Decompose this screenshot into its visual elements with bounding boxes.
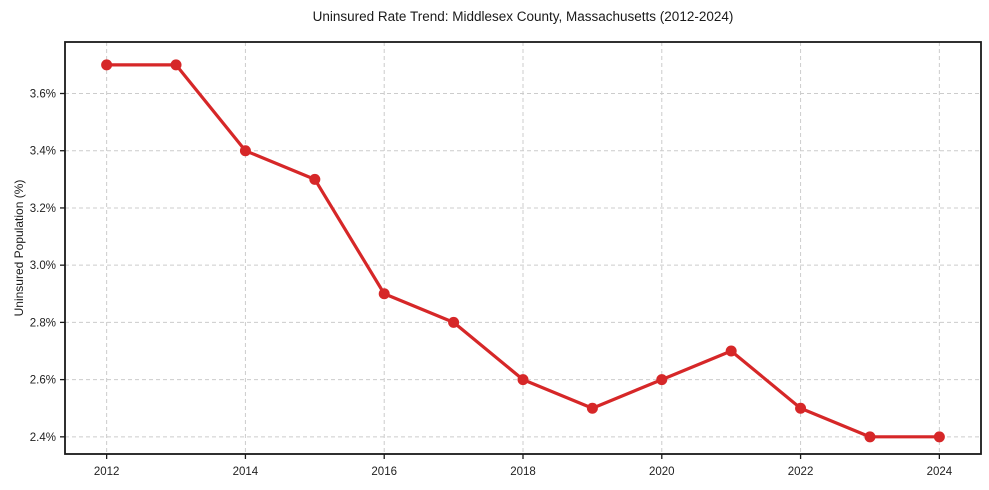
y-tick-label: 3.2% xyxy=(30,203,56,215)
data-point-marker xyxy=(933,431,945,443)
y-tick-label: 3.6% xyxy=(30,89,56,101)
y-tick-label: 2.8% xyxy=(30,317,56,329)
plot-frame xyxy=(64,41,982,455)
y-tick-label: 3.4% xyxy=(30,146,56,158)
data-point-marker xyxy=(101,59,113,71)
y-tick-label: 3.0% xyxy=(30,260,56,272)
x-tick-label: 2024 xyxy=(927,466,953,478)
data-point-marker xyxy=(378,288,390,300)
x-tick-label: 2020 xyxy=(649,466,675,478)
data-point-marker xyxy=(448,316,460,328)
data-point-marker xyxy=(795,402,807,414)
y-tick-label: 2.6% xyxy=(30,375,56,387)
x-tick-label: 2018 xyxy=(510,466,536,478)
data-point-marker xyxy=(656,374,668,386)
y-tick-label: 2.4% xyxy=(30,432,56,444)
data-point-marker xyxy=(517,374,529,386)
data-point-marker xyxy=(725,345,737,357)
x-tick-label: 2012 xyxy=(94,466,120,478)
data-point-marker xyxy=(864,431,876,443)
data-point-marker xyxy=(309,173,321,185)
data-point-marker xyxy=(586,402,598,414)
data-point-marker xyxy=(170,59,182,71)
data-point-marker xyxy=(239,145,251,157)
x-tick-label: 2022 xyxy=(788,466,814,478)
x-tick-label: 2014 xyxy=(233,466,259,478)
x-tick-label: 2016 xyxy=(371,466,397,478)
chart-title: Uninsured Rate Trend: Middlesex County, … xyxy=(312,9,734,24)
